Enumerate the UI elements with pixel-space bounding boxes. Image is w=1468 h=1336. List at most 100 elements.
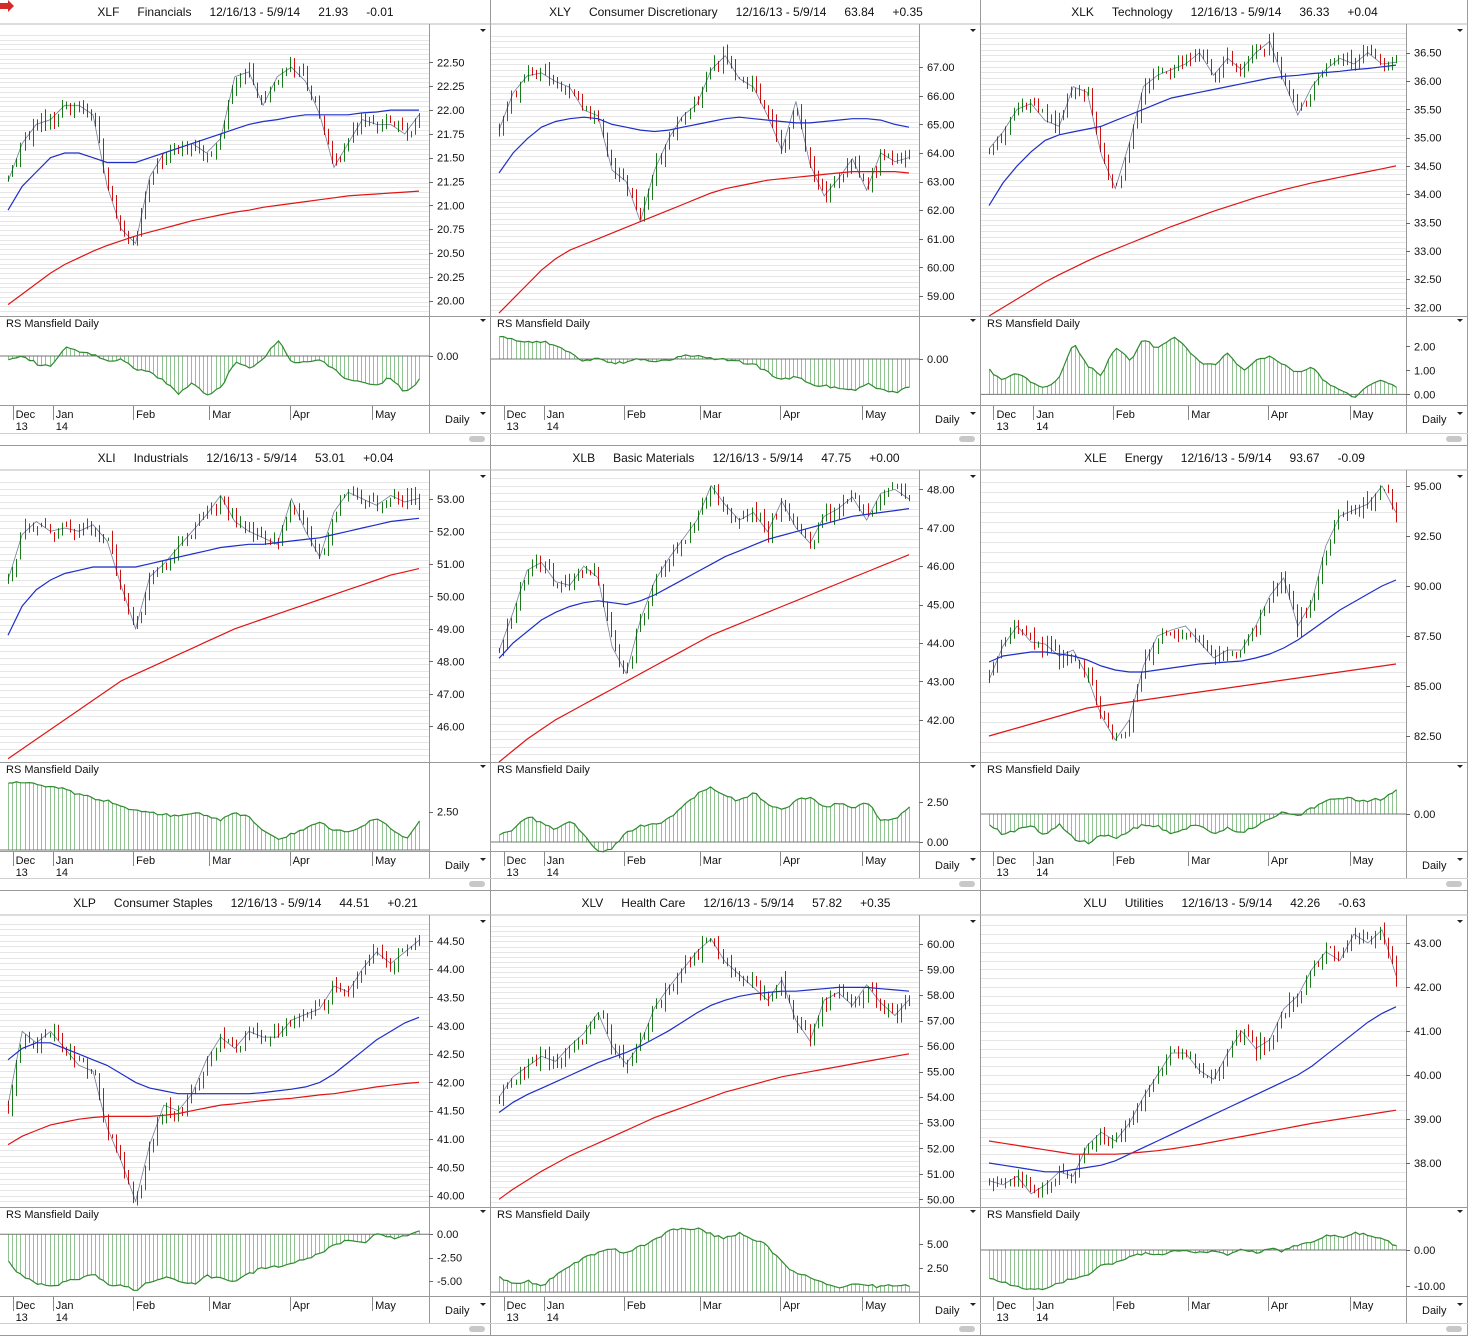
price-tick-label: 42.00 <box>437 1077 465 1089</box>
panel-menu-icon[interactable] <box>1457 29 1463 32</box>
panel-menu-icon[interactable] <box>480 1210 486 1213</box>
panel-menu-icon[interactable] <box>1457 765 1463 768</box>
panel-menu-icon[interactable] <box>970 765 976 768</box>
price-tick-label: 34.00 <box>1414 189 1442 201</box>
panel-menu-icon[interactable] <box>970 1303 976 1306</box>
scroll-handle[interactable] <box>959 436 975 442</box>
panel-menu-icon[interactable] <box>1457 1210 1463 1213</box>
scroll-handle[interactable] <box>959 881 975 887</box>
panel-menu-icon[interactable] <box>970 858 976 861</box>
rs-line <box>8 781 420 841</box>
price-tick-label: 42.00 <box>1414 982 1442 994</box>
scroll-handle[interactable] <box>1446 881 1462 887</box>
red-arrow-icon[interactable] <box>0 0 16 12</box>
chart-canvas[interactable]: 60.00 59.00 58.00 57.00 56.00 55.00 54.00 53.00… <box>491 891 981 1336</box>
panel-menu-icon[interactable] <box>1457 475 1463 478</box>
scroll-handle[interactable] <box>469 436 485 442</box>
month-label: Mar <box>212 855 231 867</box>
chart-canvas[interactable]: 44.50 44.00 43.50 43.00 42.50 42.00 41.50 41.00… <box>0 891 491 1336</box>
price-tick-label: 42.00 <box>927 715 955 727</box>
header-change: +0.35 <box>860 896 891 910</box>
chart-panel-xlu[interactable]: XLU Utilities 12/16/13 - 5/9/14 42.26 -0.63 4… <box>981 891 1468 1336</box>
chart-panel-xlb[interactable]: XLB Basic Materials 12/16/13 - 5/9/14 47.75… <box>491 446 981 891</box>
panel-menu-icon[interactable] <box>970 412 976 415</box>
price-tick-label: 33.00 <box>1414 246 1442 258</box>
header-last: 53.01 <box>315 451 346 465</box>
chart-canvas[interactable]: 67.00 66.00 65.00 64.00 63.00 62.00 61.00 60.00… <box>491 0 981 446</box>
rs-tick-label: -10.00 <box>1414 1281 1445 1293</box>
panel-menu-icon[interactable] <box>970 920 976 923</box>
panel-menu-icon[interactable] <box>480 858 486 861</box>
chart-canvas[interactable]: 43.00 42.00 41.00 40.00 39.00 38.00 RS Mansfie… <box>981 891 1468 1336</box>
price-tick-label: 85.00 <box>1414 681 1442 693</box>
panel-menu-icon[interactable] <box>1457 319 1463 322</box>
month-label: Feb <box>1116 1300 1135 1312</box>
panel-menu-icon[interactable] <box>970 1210 976 1213</box>
period-label: Daily <box>1422 860 1447 872</box>
chart-panel-xly[interactable]: XLY Consumer Discretionary 12/16/13 - 5/9/… <box>491 0 981 446</box>
price-tick-label: 66.00 <box>927 91 955 103</box>
month-label: Dec <box>507 1300 527 1312</box>
header-change: -0.63 <box>1338 896 1366 910</box>
moving-average-short <box>988 1006 1397 1173</box>
month-label: Jan <box>56 409 74 421</box>
chart-panel-xlv[interactable]: XLV Health Care 12/16/13 - 5/9/14 57.82 +0.3… <box>491 891 981 1336</box>
panel-menu-icon[interactable] <box>1457 858 1463 861</box>
chart-canvas[interactable]: 48.00 47.00 46.00 45.00 44.00 43.00 42.00 RS Ma… <box>491 446 981 891</box>
panel-menu-icon[interactable] <box>480 29 486 32</box>
month-label: Dec <box>996 1300 1016 1312</box>
panel-menu-icon[interactable] <box>480 1303 486 1306</box>
month-label: Feb <box>136 855 155 867</box>
chart-panel-xli[interactable]: XLI Industrials 12/16/13 - 5/9/14 53.01 +0.0… <box>0 446 491 891</box>
panel-menu-icon[interactable] <box>1457 412 1463 415</box>
chart-canvas[interactable]: 36.50 36.00 35.50 35.00 34.50 34.00 33.50 33.00… <box>981 0 1468 446</box>
scroll-handle[interactable] <box>1446 1326 1462 1332</box>
month-label: Mar <box>1191 409 1210 421</box>
scroll-handle[interactable] <box>469 1326 485 1332</box>
panel-menu-icon[interactable] <box>480 412 486 415</box>
panel-menu-icon[interactable] <box>480 765 486 768</box>
header-last: 47.75 <box>821 451 852 465</box>
price-tick-label: 56.00 <box>927 1041 955 1053</box>
panel-menu-icon[interactable] <box>480 920 486 923</box>
chart-panel-xle[interactable]: XLE Energy 12/16/13 - 5/9/14 93.67 -0.09 95.0… <box>981 446 1468 891</box>
scroll-handle[interactable] <box>469 881 485 887</box>
month-label: Mar <box>703 1300 722 1312</box>
rs-tick-label: 0.00 <box>437 1229 458 1241</box>
price-tick-label: 52.00 <box>437 526 465 538</box>
panel-menu-icon[interactable] <box>480 319 486 322</box>
panel-menu-icon[interactable] <box>1457 920 1463 923</box>
month-label: Jan <box>56 1300 74 1312</box>
chart-canvas[interactable]: 22.50 22.25 22.00 21.75 21.50 21.25 21.00 20.75… <box>0 0 491 446</box>
price-tick-label: 55.00 <box>927 1067 955 1079</box>
price-tick-label: 22.50 <box>437 57 465 69</box>
scroll-handle[interactable] <box>959 1326 975 1332</box>
panel-menu-icon[interactable] <box>970 29 976 32</box>
price-tick-label: 38.00 <box>1414 1158 1442 1170</box>
chart-panel-xlk[interactable]: XLK Technology 12/16/13 - 5/9/14 36.33 +0.04… <box>981 0 1468 446</box>
price-tick-label: 59.00 <box>927 965 955 977</box>
rs-tick-label: 0.00 <box>1414 389 1435 401</box>
month-label: Feb <box>627 1300 646 1312</box>
panel-menu-icon[interactable] <box>970 319 976 322</box>
scroll-handle[interactable] <box>1446 436 1462 442</box>
price-tick-label: 20.50 <box>437 248 465 260</box>
price-tick-label: 20.75 <box>437 224 465 236</box>
chart-panel-xlf[interactable]: XLF Financials 12/16/13 - 5/9/14 21.93 -0.01… <box>0 0 491 446</box>
panel-menu-icon[interactable] <box>1457 1303 1463 1306</box>
period-label: Daily <box>935 414 960 426</box>
chart-canvas[interactable]: 53.00 52.00 51.00 50.00 49.00 48.00 47.00 46.00… <box>0 446 491 891</box>
chart-canvas[interactable]: 95.00 92.50 90.00 87.50 85.00 82.50 RS Mansfie… <box>981 446 1468 891</box>
year-label: 14 <box>547 1312 559 1324</box>
moving-average-short <box>498 116 910 174</box>
panel-menu-icon[interactable] <box>970 475 976 478</box>
chart-panel-xlp[interactable]: XLP Consumer Staples 12/16/13 - 5/9/14 44.5… <box>0 891 491 1336</box>
header-range: 12/16/13 - 5/9/14 <box>703 896 795 910</box>
month-label: Apr <box>293 409 310 421</box>
price-tick-label: 22.00 <box>437 105 465 117</box>
price-tick-label: 21.75 <box>437 129 465 141</box>
panel-menu-icon[interactable] <box>480 475 486 478</box>
price-tick-label: 60.00 <box>927 939 955 951</box>
month-label: May <box>375 855 396 867</box>
month-label: Mar <box>212 409 231 421</box>
